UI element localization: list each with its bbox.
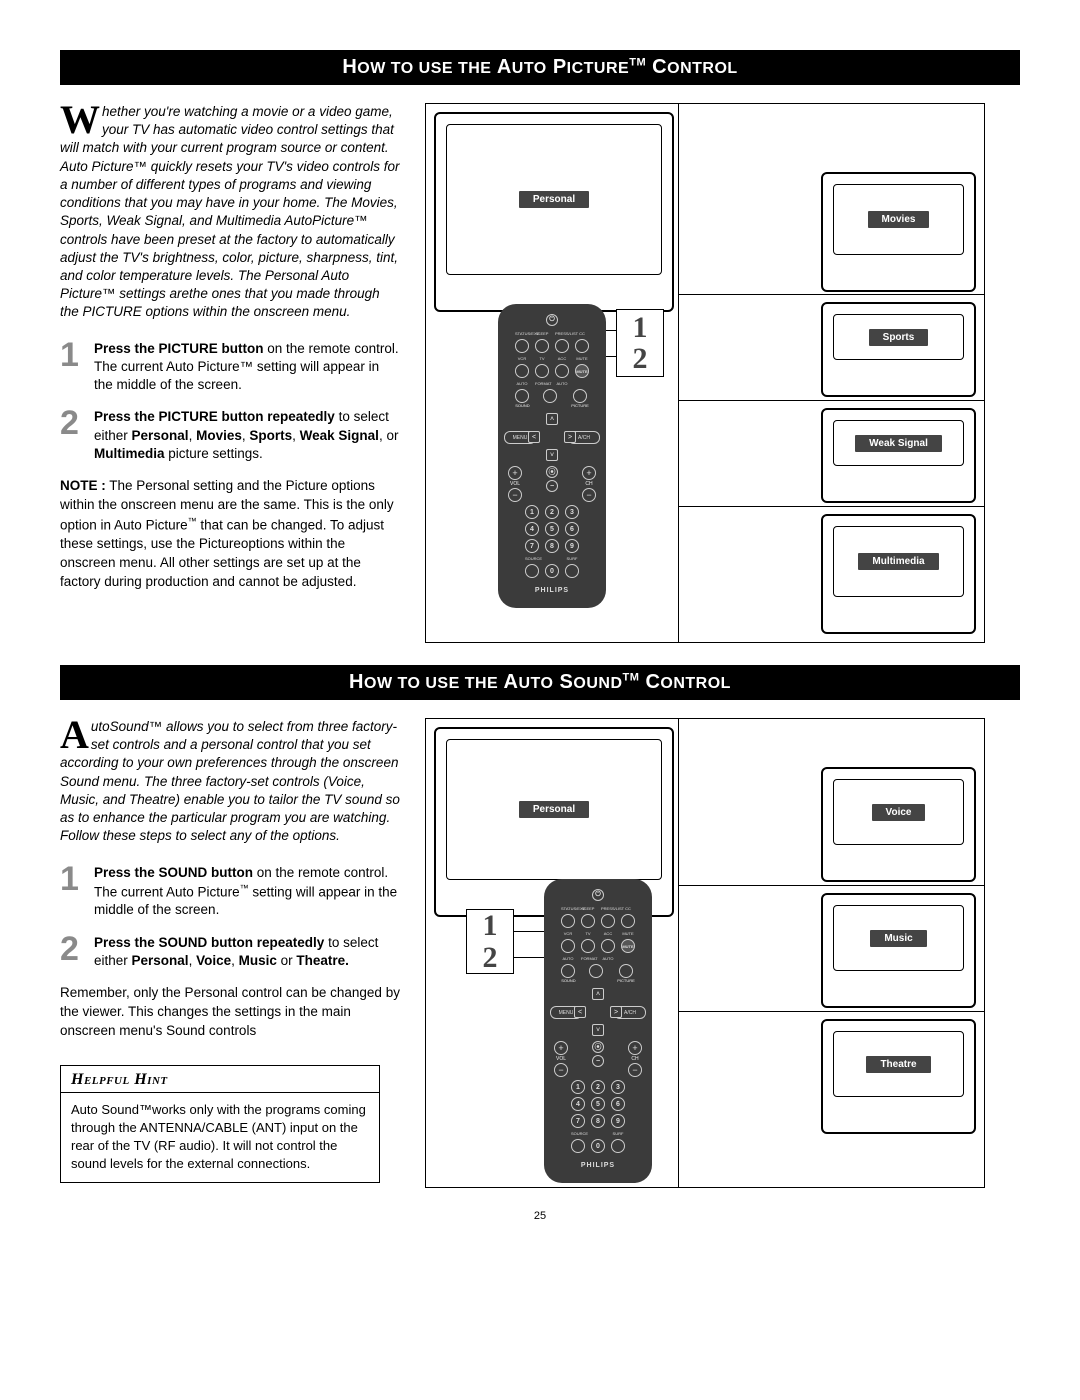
banner-auto-sound: HOW TO USE THE AUTO SOUNDTM CONTROL bbox=[60, 665, 1020, 700]
helpful-hint-box: Helpful Hint Auto Sound™works only with … bbox=[60, 1065, 380, 1183]
tag-personal: Personal bbox=[519, 191, 589, 208]
brand-label: PHILIPS bbox=[535, 587, 569, 594]
power-icon: ⏻ bbox=[546, 314, 558, 326]
step-1-sound: 1 Press the SOUND button on the remote c… bbox=[60, 864, 400, 920]
step-2-picture: 2 Press the PICTURE button repeatedly to… bbox=[60, 408, 400, 463]
note-picture: NOTE : The Personal setting and the Pict… bbox=[60, 477, 400, 592]
step-1-picture: 1 Press the PICTURE button on the remote… bbox=[60, 340, 400, 395]
tag-voice: Voice bbox=[872, 804, 926, 821]
tag-multimedia: Multimedia bbox=[858, 553, 938, 570]
remote-picture: ⏻ STATUS/EXITSLEEPPRESS/LISTCC VCRTVACCM… bbox=[498, 304, 606, 608]
diagram-sound: Personal Voice Music Theatre 12 ⏻ STATUS… bbox=[425, 718, 985, 1188]
tag-weak-signal: Weak Signal bbox=[855, 435, 942, 452]
intro-picture: Whether you're watching a movie or a vid… bbox=[60, 103, 400, 322]
step-2-sound: 2 Press the SOUND button repeatedly to s… bbox=[60, 934, 400, 970]
post-sound: Remember, only the Personal control can … bbox=[60, 984, 400, 1041]
tag-sports: Sports bbox=[869, 329, 929, 346]
tag-theatre: Theatre bbox=[866, 1056, 930, 1073]
page-number: 25 bbox=[60, 1210, 1020, 1222]
tag-personal-2: Personal bbox=[519, 801, 589, 818]
callout-sound: 12 bbox=[466, 909, 514, 974]
tag-movies: Movies bbox=[868, 211, 930, 228]
banner-auto-picture: HOW TO USE THE AUTO PICTURETM CONTROL bbox=[60, 50, 1020, 85]
remote-sound: ⏻ STATUS/EXITSLEEPPRESS/LISTCC VCRTVACCM… bbox=[544, 879, 652, 1183]
diagram-picture: Personal Movies Sports Weak Signal Multi… bbox=[425, 103, 985, 643]
tag-music: Music bbox=[870, 930, 926, 947]
callout-picture: 12 bbox=[616, 309, 664, 377]
power-icon: ⏻ bbox=[592, 889, 604, 901]
intro-sound: AutoSound™ allows you to select from thr… bbox=[60, 718, 400, 846]
